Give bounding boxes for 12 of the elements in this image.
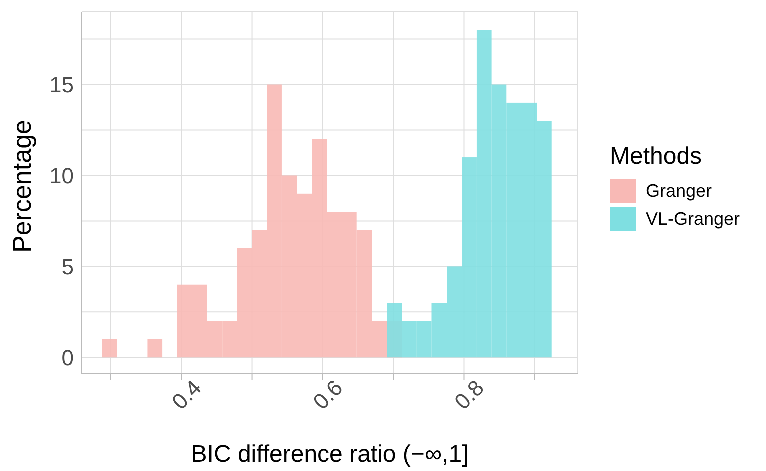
y-axis-title: Percentage [7,120,38,253]
y-tick-label: 5 [62,254,74,280]
x-axis-title: BIC difference ratio (−∞,1] [191,441,469,468]
x-tick-label: 0.8 [450,375,489,415]
x-tick-label: 0.4 [167,375,206,415]
legend-title: Methods [610,143,704,171]
y-tick-label: 0 [62,345,74,370]
legend-label: Granger [645,180,714,203]
legend-label: VL-Granger [645,208,740,231]
y-tick-label: 15 [50,72,74,98]
y-tick-label: 10 [50,164,74,189]
x-tick-label: 0.6 [308,375,348,415]
